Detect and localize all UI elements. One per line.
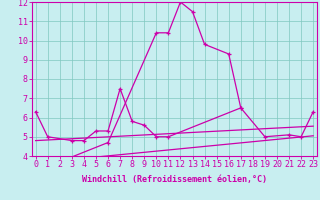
X-axis label: Windchill (Refroidissement éolien,°C): Windchill (Refroidissement éolien,°C): [82, 175, 267, 184]
